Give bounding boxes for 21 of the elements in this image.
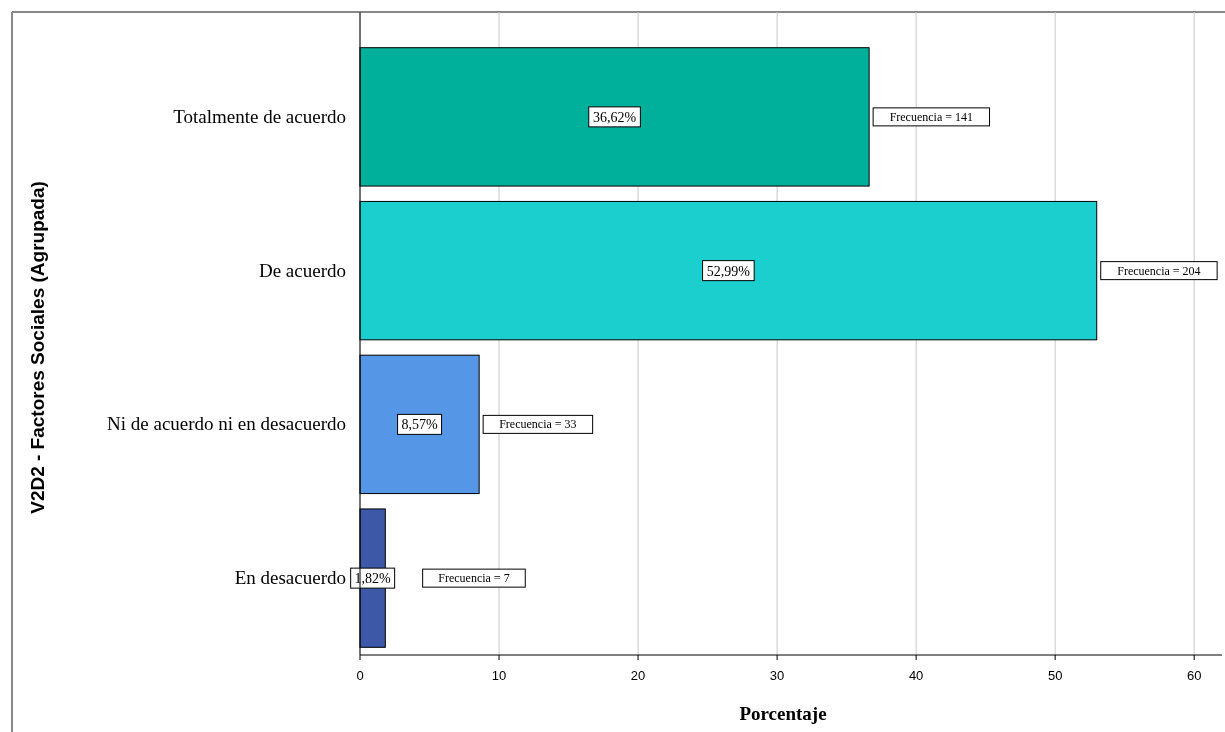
y-tick-label: Totalmente de acuerdo bbox=[173, 105, 346, 127]
annotation: Frecuencia = 33 bbox=[499, 417, 577, 432]
x-tick-label: 0 bbox=[356, 668, 364, 683]
annotation: Frecuencia = 141 bbox=[889, 109, 974, 124]
data-label: 1,82% bbox=[354, 571, 392, 587]
data-label: 36,62% bbox=[592, 109, 637, 125]
annotation: Frecuencia = 204 bbox=[1117, 263, 1201, 278]
x-tick-label: 30 bbox=[769, 668, 785, 683]
y-tick-label: Ni de acuerdo ni en desacuerdo bbox=[107, 413, 346, 435]
data-label: 52,99% bbox=[706, 263, 751, 279]
x-tick-label: 20 bbox=[630, 668, 646, 683]
x-tick-label: 60 bbox=[1186, 668, 1202, 683]
x-tick-label: 10 bbox=[491, 668, 507, 683]
y-axis-title: V2D2 - Factores Sociales (Agrupada) bbox=[27, 181, 48, 514]
x-tick-label: 40 bbox=[908, 668, 924, 683]
y-tick-label: En desacuerdo bbox=[234, 567, 346, 589]
x-tick-label: 50 bbox=[1047, 668, 1063, 683]
annotation: Frecuencia = 7 bbox=[438, 571, 510, 586]
y-tick-label: De acuerdo bbox=[258, 259, 346, 281]
x-axis-title: Porcentaje bbox=[739, 703, 827, 724]
data-label: 8,57% bbox=[401, 417, 438, 433]
